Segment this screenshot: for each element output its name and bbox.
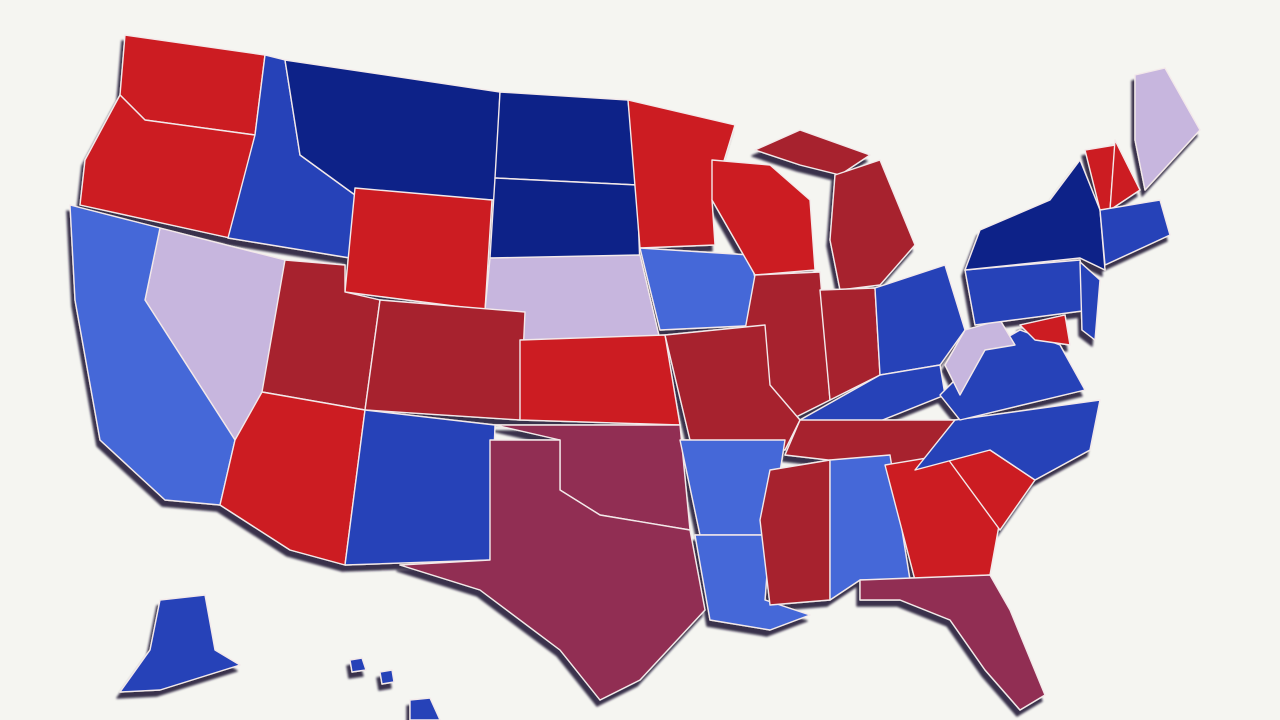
- state: [1109, 139, 1141, 211]
- state: [519, 334, 681, 426]
- state: [344, 409, 496, 566]
- state: [627, 99, 736, 249]
- state: [964, 259, 1091, 326]
- state: [364, 299, 526, 421]
- state: [349, 657, 367, 673]
- state: [399, 439, 706, 701]
- state: [379, 669, 395, 685]
- state: [344, 187, 493, 311]
- state: [754, 129, 871, 176]
- state: [409, 697, 441, 720]
- state: [711, 159, 816, 276]
- state: [1134, 67, 1201, 191]
- state: [494, 91, 638, 186]
- state: [759, 459, 831, 606]
- state: [859, 574, 1046, 711]
- state: [1019, 314, 1071, 346]
- state: [1099, 199, 1171, 266]
- state: [944, 319, 1016, 396]
- state: [874, 264, 966, 376]
- state: [829, 159, 916, 291]
- state: [1079, 261, 1101, 341]
- state: [964, 159, 1106, 271]
- state: [489, 177, 641, 269]
- state: [119, 594, 241, 693]
- states: [69, 34, 1201, 720]
